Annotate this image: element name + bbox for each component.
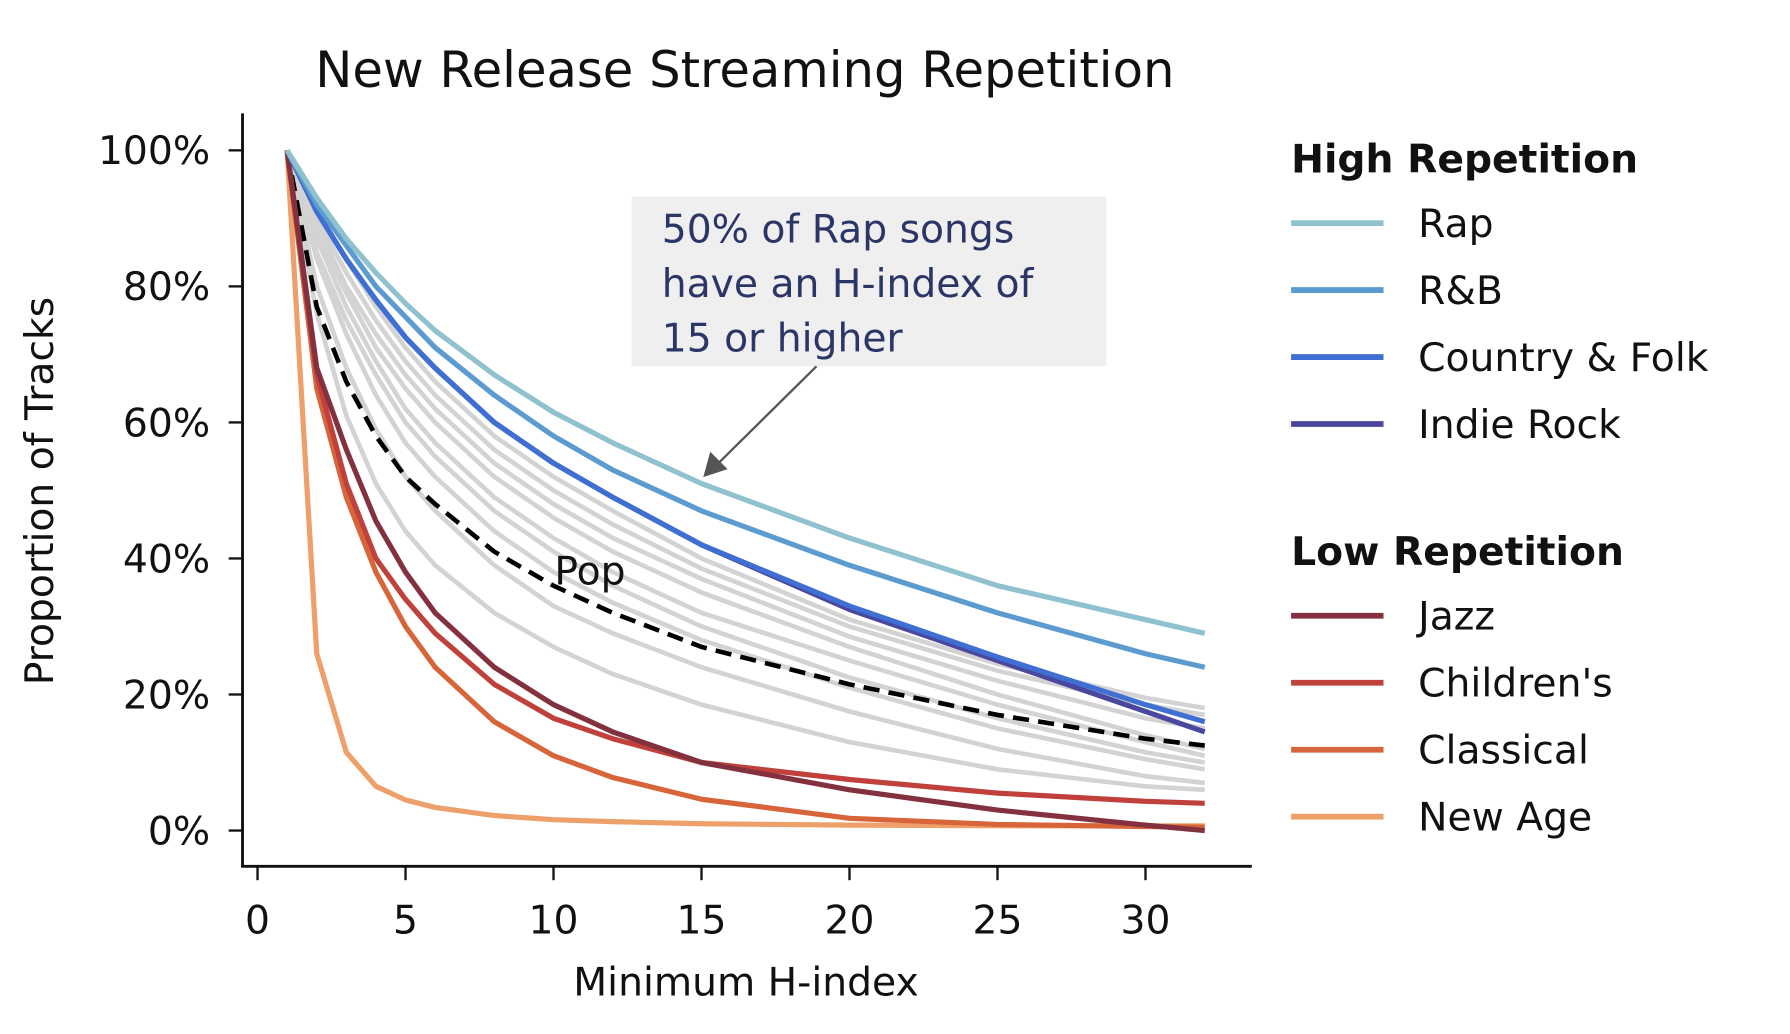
- x-tick-label: 15: [677, 898, 727, 943]
- annotation-box: [631, 196, 1107, 367]
- background-genre-line-9: [284, 149, 1205, 793]
- annotation-line-3: 15 or higher: [662, 316, 904, 361]
- y-tick-label: 40%: [123, 537, 210, 582]
- annotation-line-1: 50% of Rap songs: [662, 208, 1015, 253]
- line-jazz: [284, 149, 1205, 834]
- background-genre-line-3: [284, 149, 1206, 731]
- legend-group-title: High Repetition: [1291, 137, 1638, 182]
- line-rap: [284, 148, 1206, 636]
- y-tick-label: 0%: [148, 809, 210, 854]
- background-genre-line-4: [284, 149, 1206, 752]
- x-tick-label: 5: [393, 898, 418, 943]
- legend-label-rap: Rap: [1418, 202, 1493, 247]
- ticks: 0 5 10 15 20 25 30 0% 20% 40% 60% 80% 100%: [98, 129, 1170, 943]
- chart-title: New Release Streaming Repetition: [315, 41, 1174, 99]
- x-tick-label: 30: [1121, 898, 1171, 943]
- background-genre-line-8: [284, 149, 1205, 786]
- background-genre-line-2: [284, 149, 1206, 718]
- line-r-b: [284, 149, 1206, 670]
- series-layer: [284, 148, 1206, 834]
- legend-group-title: Low Repetition: [1291, 530, 1624, 575]
- legend-label-classical: Classical: [1418, 729, 1589, 774]
- annotation-arrowhead: [703, 451, 728, 478]
- annotation-arrow: [715, 365, 818, 467]
- y-tick-label: 80%: [123, 265, 210, 310]
- legend-label-new-age: New Age: [1418, 796, 1592, 841]
- y-axis-label: Proportion of Tracks: [18, 297, 63, 685]
- x-tick-label: 20: [825, 898, 875, 943]
- legend-label-children-s: Children's: [1418, 662, 1613, 707]
- y-tick-label: 100%: [98, 129, 210, 174]
- annotation-line-2: have an H-index of: [662, 262, 1035, 307]
- legend: High Repetition Rap R&B Country & Folk Indie…: [1291, 137, 1709, 840]
- line-country-folk: [284, 149, 1206, 725]
- legend-label-r-b: R&B: [1418, 269, 1503, 314]
- pop-label: Pop: [554, 550, 625, 595]
- x-axis-label: Minimum H-index: [573, 961, 918, 1006]
- legend-label-jazz: Jazz: [1415, 595, 1495, 640]
- legend-label-indie-rock: Indie Rock: [1418, 403, 1621, 448]
- background-genre-line-5: [284, 149, 1206, 758]
- y-tick-label: 20%: [123, 673, 210, 718]
- x-tick-label: 10: [529, 898, 579, 943]
- x-tick-label: 0: [245, 898, 270, 943]
- x-tick-label: 25: [973, 898, 1023, 943]
- annotation: 50% of Rap songs have an H-index of 15 o…: [631, 196, 1107, 478]
- legend-label-country-folk: Country & Folk: [1418, 336, 1709, 381]
- line-classical: [284, 150, 1205, 830]
- y-tick-label: 60%: [123, 401, 210, 446]
- line-children-s: [284, 149, 1205, 806]
- background-genre-line-7: [284, 149, 1206, 772]
- pop-line: [284, 149, 1205, 748]
